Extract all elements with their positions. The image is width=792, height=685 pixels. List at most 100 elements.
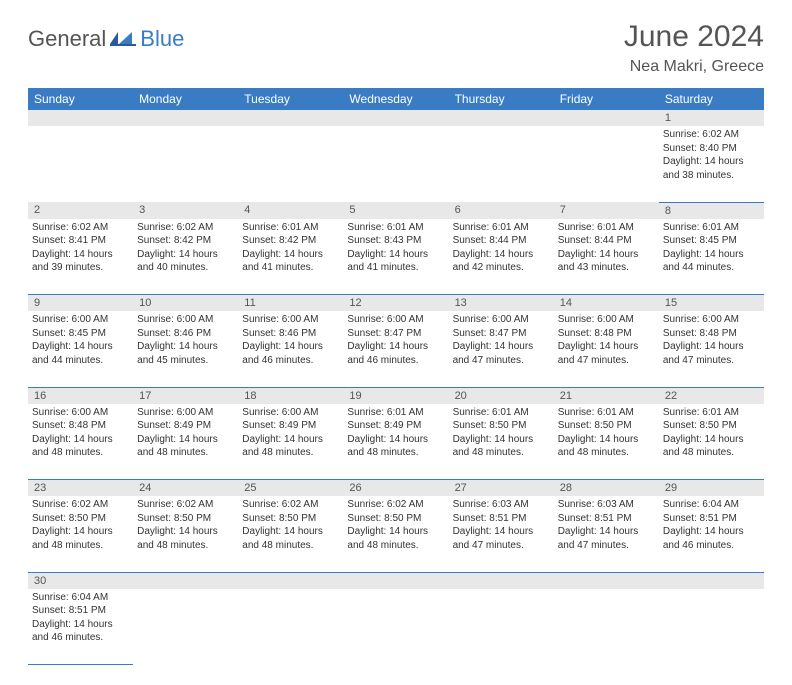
sunset-line: Sunset: 8:48 PM [32, 419, 129, 433]
sunrise-line: Sunrise: 6:02 AM [32, 498, 129, 512]
day-cell: Sunrise: 6:03 AMSunset: 8:51 PMDaylight:… [554, 496, 659, 572]
day-cell: Sunrise: 6:02 AMSunset: 8:50 PMDaylight:… [28, 496, 133, 572]
sunrise-line: Sunrise: 6:04 AM [663, 498, 760, 512]
day-header: Wednesday [343, 88, 448, 110]
day-cell: Sunrise: 6:04 AMSunset: 8:51 PMDaylight:… [659, 496, 764, 572]
sunset-line: Sunset: 8:51 PM [32, 604, 129, 618]
sunrise-line: Sunrise: 6:03 AM [453, 498, 550, 512]
daylight-line: Daylight: 14 hours and 38 minutes. [663, 155, 760, 182]
day-number: 20 [449, 387, 554, 404]
sunrise-line: Sunrise: 6:02 AM [137, 221, 234, 235]
sunrise-line: Sunrise: 6:04 AM [32, 591, 129, 605]
day-cell: Sunrise: 6:01 AMSunset: 8:49 PMDaylight:… [343, 404, 448, 480]
sunrise-line: Sunrise: 6:01 AM [347, 406, 444, 420]
sunset-line: Sunset: 8:47 PM [453, 327, 550, 341]
day-cell [343, 126, 448, 202]
sunrise-line: Sunrise: 6:02 AM [663, 128, 760, 142]
sunset-line: Sunset: 8:46 PM [242, 327, 339, 341]
day-cell: Sunrise: 6:02 AMSunset: 8:42 PMDaylight:… [133, 219, 238, 295]
day-cell: Sunrise: 6:02 AMSunset: 8:50 PMDaylight:… [343, 496, 448, 572]
day-number [554, 110, 659, 126]
day-cell [238, 589, 343, 665]
daylight-line: Daylight: 14 hours and 42 minutes. [453, 248, 550, 275]
sunrise-line: Sunrise: 6:01 AM [453, 221, 550, 235]
day-cell [28, 126, 133, 202]
sunset-line: Sunset: 8:47 PM [347, 327, 444, 341]
daylight-line: Daylight: 14 hours and 48 minutes. [137, 525, 234, 552]
title-block: June 2024 Nea Makri, Greece [624, 20, 764, 76]
daynum-row: 2345678 [28, 202, 764, 219]
sunset-line: Sunset: 8:51 PM [663, 512, 760, 526]
day-number [449, 110, 554, 126]
sunrise-line: Sunrise: 6:02 AM [137, 498, 234, 512]
sunrise-line: Sunrise: 6:00 AM [137, 406, 234, 420]
day-cell: Sunrise: 6:01 AMSunset: 8:42 PMDaylight:… [238, 219, 343, 295]
sunset-line: Sunset: 8:46 PM [137, 327, 234, 341]
day-cell: Sunrise: 6:01 AMSunset: 8:50 PMDaylight:… [554, 404, 659, 480]
daylight-line: Daylight: 14 hours and 47 minutes. [558, 525, 655, 552]
day-cell: Sunrise: 6:01 AMSunset: 8:44 PMDaylight:… [554, 219, 659, 295]
day-cell: Sunrise: 6:00 AMSunset: 8:49 PMDaylight:… [133, 404, 238, 480]
sunset-line: Sunset: 8:44 PM [453, 234, 550, 248]
daynum-row: 9101112131415 [28, 295, 764, 312]
day-cell [554, 126, 659, 202]
daylight-line: Daylight: 14 hours and 48 minutes. [32, 433, 129, 460]
day-header: Tuesday [238, 88, 343, 110]
week-row: Sunrise: 6:04 AMSunset: 8:51 PMDaylight:… [28, 589, 764, 665]
daylight-line: Daylight: 14 hours and 45 minutes. [137, 340, 234, 367]
sunrise-line: Sunrise: 6:00 AM [347, 313, 444, 327]
day-number: 26 [343, 480, 448, 497]
daylight-line: Daylight: 14 hours and 48 minutes. [558, 433, 655, 460]
day-cell [343, 589, 448, 665]
sunrise-line: Sunrise: 6:00 AM [242, 406, 339, 420]
month-title: June 2024 [624, 20, 764, 54]
day-number: 7 [554, 202, 659, 219]
sunset-line: Sunset: 8:41 PM [32, 234, 129, 248]
logo-text-blue: Blue [140, 26, 184, 52]
daylight-line: Daylight: 14 hours and 46 minutes. [347, 340, 444, 367]
day-number: 30 [28, 572, 133, 589]
sunset-line: Sunset: 8:50 PM [242, 512, 339, 526]
daylight-line: Daylight: 14 hours and 48 minutes. [663, 433, 760, 460]
day-cell: Sunrise: 6:00 AMSunset: 8:47 PMDaylight:… [449, 311, 554, 387]
sunset-line: Sunset: 8:45 PM [32, 327, 129, 341]
sunset-line: Sunset: 8:42 PM [137, 234, 234, 248]
sunset-line: Sunset: 8:51 PM [453, 512, 550, 526]
day-number: 21 [554, 387, 659, 404]
day-cell: Sunrise: 6:01 AMSunset: 8:44 PMDaylight:… [449, 219, 554, 295]
sunrise-line: Sunrise: 6:01 AM [347, 221, 444, 235]
day-cell: Sunrise: 6:00 AMSunset: 8:47 PMDaylight:… [343, 311, 448, 387]
sunrise-line: Sunrise: 6:01 AM [242, 221, 339, 235]
daylight-line: Daylight: 14 hours and 48 minutes. [137, 433, 234, 460]
sunrise-line: Sunrise: 6:00 AM [32, 406, 129, 420]
day-cell [554, 589, 659, 665]
sunset-line: Sunset: 8:48 PM [663, 327, 760, 341]
day-header: Sunday [28, 88, 133, 110]
sunrise-line: Sunrise: 6:00 AM [558, 313, 655, 327]
day-cell [659, 589, 764, 665]
day-number: 25 [238, 480, 343, 497]
day-cell: Sunrise: 6:01 AMSunset: 8:50 PMDaylight:… [449, 404, 554, 480]
day-number: 8 [659, 202, 764, 219]
sunrise-line: Sunrise: 6:01 AM [558, 406, 655, 420]
day-cell [133, 589, 238, 665]
daynum-row: 23242526272829 [28, 480, 764, 497]
sunrise-line: Sunrise: 6:00 AM [453, 313, 550, 327]
day-cell: Sunrise: 6:00 AMSunset: 8:48 PMDaylight:… [28, 404, 133, 480]
sunrise-line: Sunrise: 6:00 AM [242, 313, 339, 327]
day-number: 3 [133, 202, 238, 219]
day-number: 16 [28, 387, 133, 404]
sunset-line: Sunset: 8:48 PM [558, 327, 655, 341]
day-number [554, 572, 659, 589]
logo-text-general: General [28, 26, 106, 52]
sunset-line: Sunset: 8:50 PM [32, 512, 129, 526]
day-cell [449, 126, 554, 202]
daylight-line: Daylight: 14 hours and 46 minutes. [663, 525, 760, 552]
calendar-page: General Blue June 2024 Nea Makri, Greece… [0, 0, 792, 685]
sunset-line: Sunset: 8:49 PM [347, 419, 444, 433]
day-cell: Sunrise: 6:01 AMSunset: 8:43 PMDaylight:… [343, 219, 448, 295]
day-number: 29 [659, 480, 764, 497]
day-header: Thursday [449, 88, 554, 110]
week-row: Sunrise: 6:02 AMSunset: 8:40 PMDaylight:… [28, 126, 764, 202]
logo: General Blue [28, 26, 184, 52]
